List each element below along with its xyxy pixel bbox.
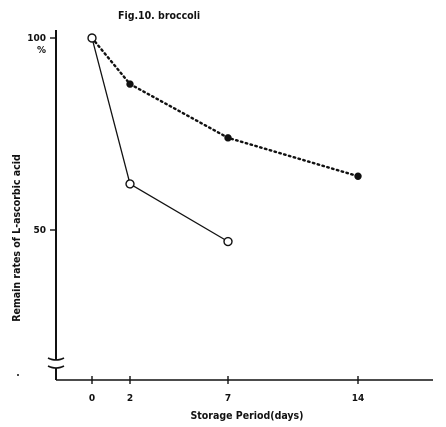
x-tick-label: 2 [127,393,133,404]
chart-title: Fig.10. broccoli [118,10,200,22]
data-point-open [223,236,233,247]
data-point-filled [126,80,134,88]
data-point-filled [224,134,232,142]
series-markers [87,33,362,247]
y-axis-break-mark [47,357,65,369]
y-tick-label: 50 [33,225,46,236]
stray-dot [17,374,19,376]
series-line-2 [90,36,360,178]
y-tick-label: 100 [27,33,46,44]
x-axis-ticks: 0 2 7 14 [89,376,364,404]
y-axis-ticks: 100% 50 [27,33,56,236]
y-tick-label: % [37,45,46,56]
data-point-open [87,33,97,43]
x-tick-label: 0 [89,393,95,404]
x-tick-label: 14 [352,393,365,404]
x-tick-label: 7 [225,393,231,404]
data-point-open [125,179,135,189]
data-point-filled [354,172,362,180]
y-axis-title: Remain rates of L-ascorbic acid [11,154,23,321]
series-line-1 [91,37,229,243]
x-axis-title: Storage Period(days) [190,410,303,422]
